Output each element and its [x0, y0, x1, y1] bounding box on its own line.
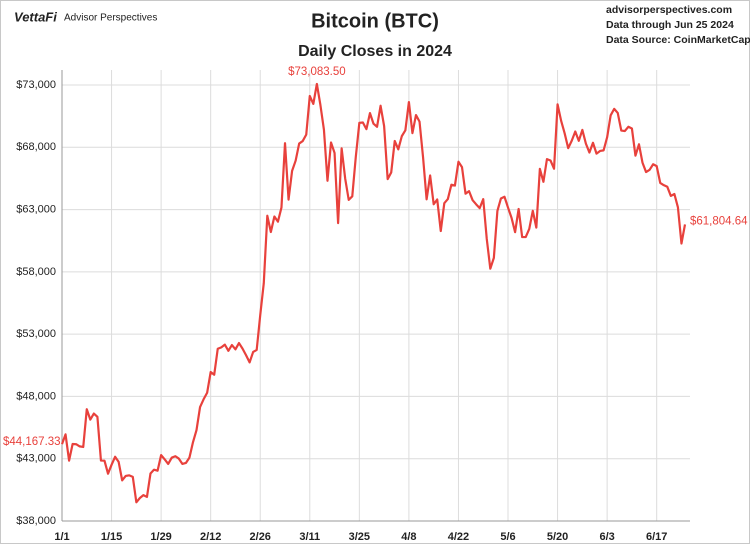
x-tick-label: 6/17	[646, 531, 667, 543]
price-line	[60, 82, 687, 504]
y-tick-label: $73,000	[16, 79, 56, 91]
x-tick-label: 5/20	[547, 531, 568, 543]
x-tick-label: 1/29	[150, 531, 171, 543]
y-tick-label: $53,000	[16, 328, 56, 340]
source-line: Data Source: CoinMarketCap	[606, 34, 750, 46]
y-tick-label: $43,000	[16, 453, 56, 465]
y-tick-label: $63,000	[16, 203, 56, 215]
y-tick-label: $68,000	[16, 141, 56, 153]
chart-subtitle: Daily Closes in 2024	[298, 43, 452, 60]
source-line: advisorperspectives.com	[606, 4, 732, 16]
y-tick-label: $48,000	[16, 390, 56, 402]
logo: VettaFi	[14, 9, 57, 24]
x-tick-label: 6/3	[599, 531, 614, 543]
x-tick-label: 3/11	[299, 531, 320, 543]
x-tick-label: 1/15	[101, 531, 122, 543]
x-tick-label: 2/26	[250, 531, 271, 543]
x-tick-label: 5/6	[500, 531, 515, 543]
x-tick-label: 1/1	[54, 531, 69, 543]
x-tick-label: 4/8	[401, 531, 416, 543]
value-label: $44,167.33	[3, 436, 61, 448]
x-tick-label: 4/22	[448, 531, 469, 543]
y-tick-label: $38,000	[16, 515, 56, 527]
value-label: $73,083.50	[288, 66, 346, 78]
chart-title: Bitcoin (BTC)	[311, 10, 439, 32]
y-tick-label: $58,000	[16, 266, 56, 278]
x-tick-label: 3/25	[349, 531, 370, 543]
source-line: Data through Jun 25 2024	[606, 19, 734, 31]
x-tick-label: 2/12	[200, 531, 221, 543]
value-label: $61,804.64	[690, 215, 748, 227]
brand: Advisor Perspectives	[64, 13, 157, 24]
